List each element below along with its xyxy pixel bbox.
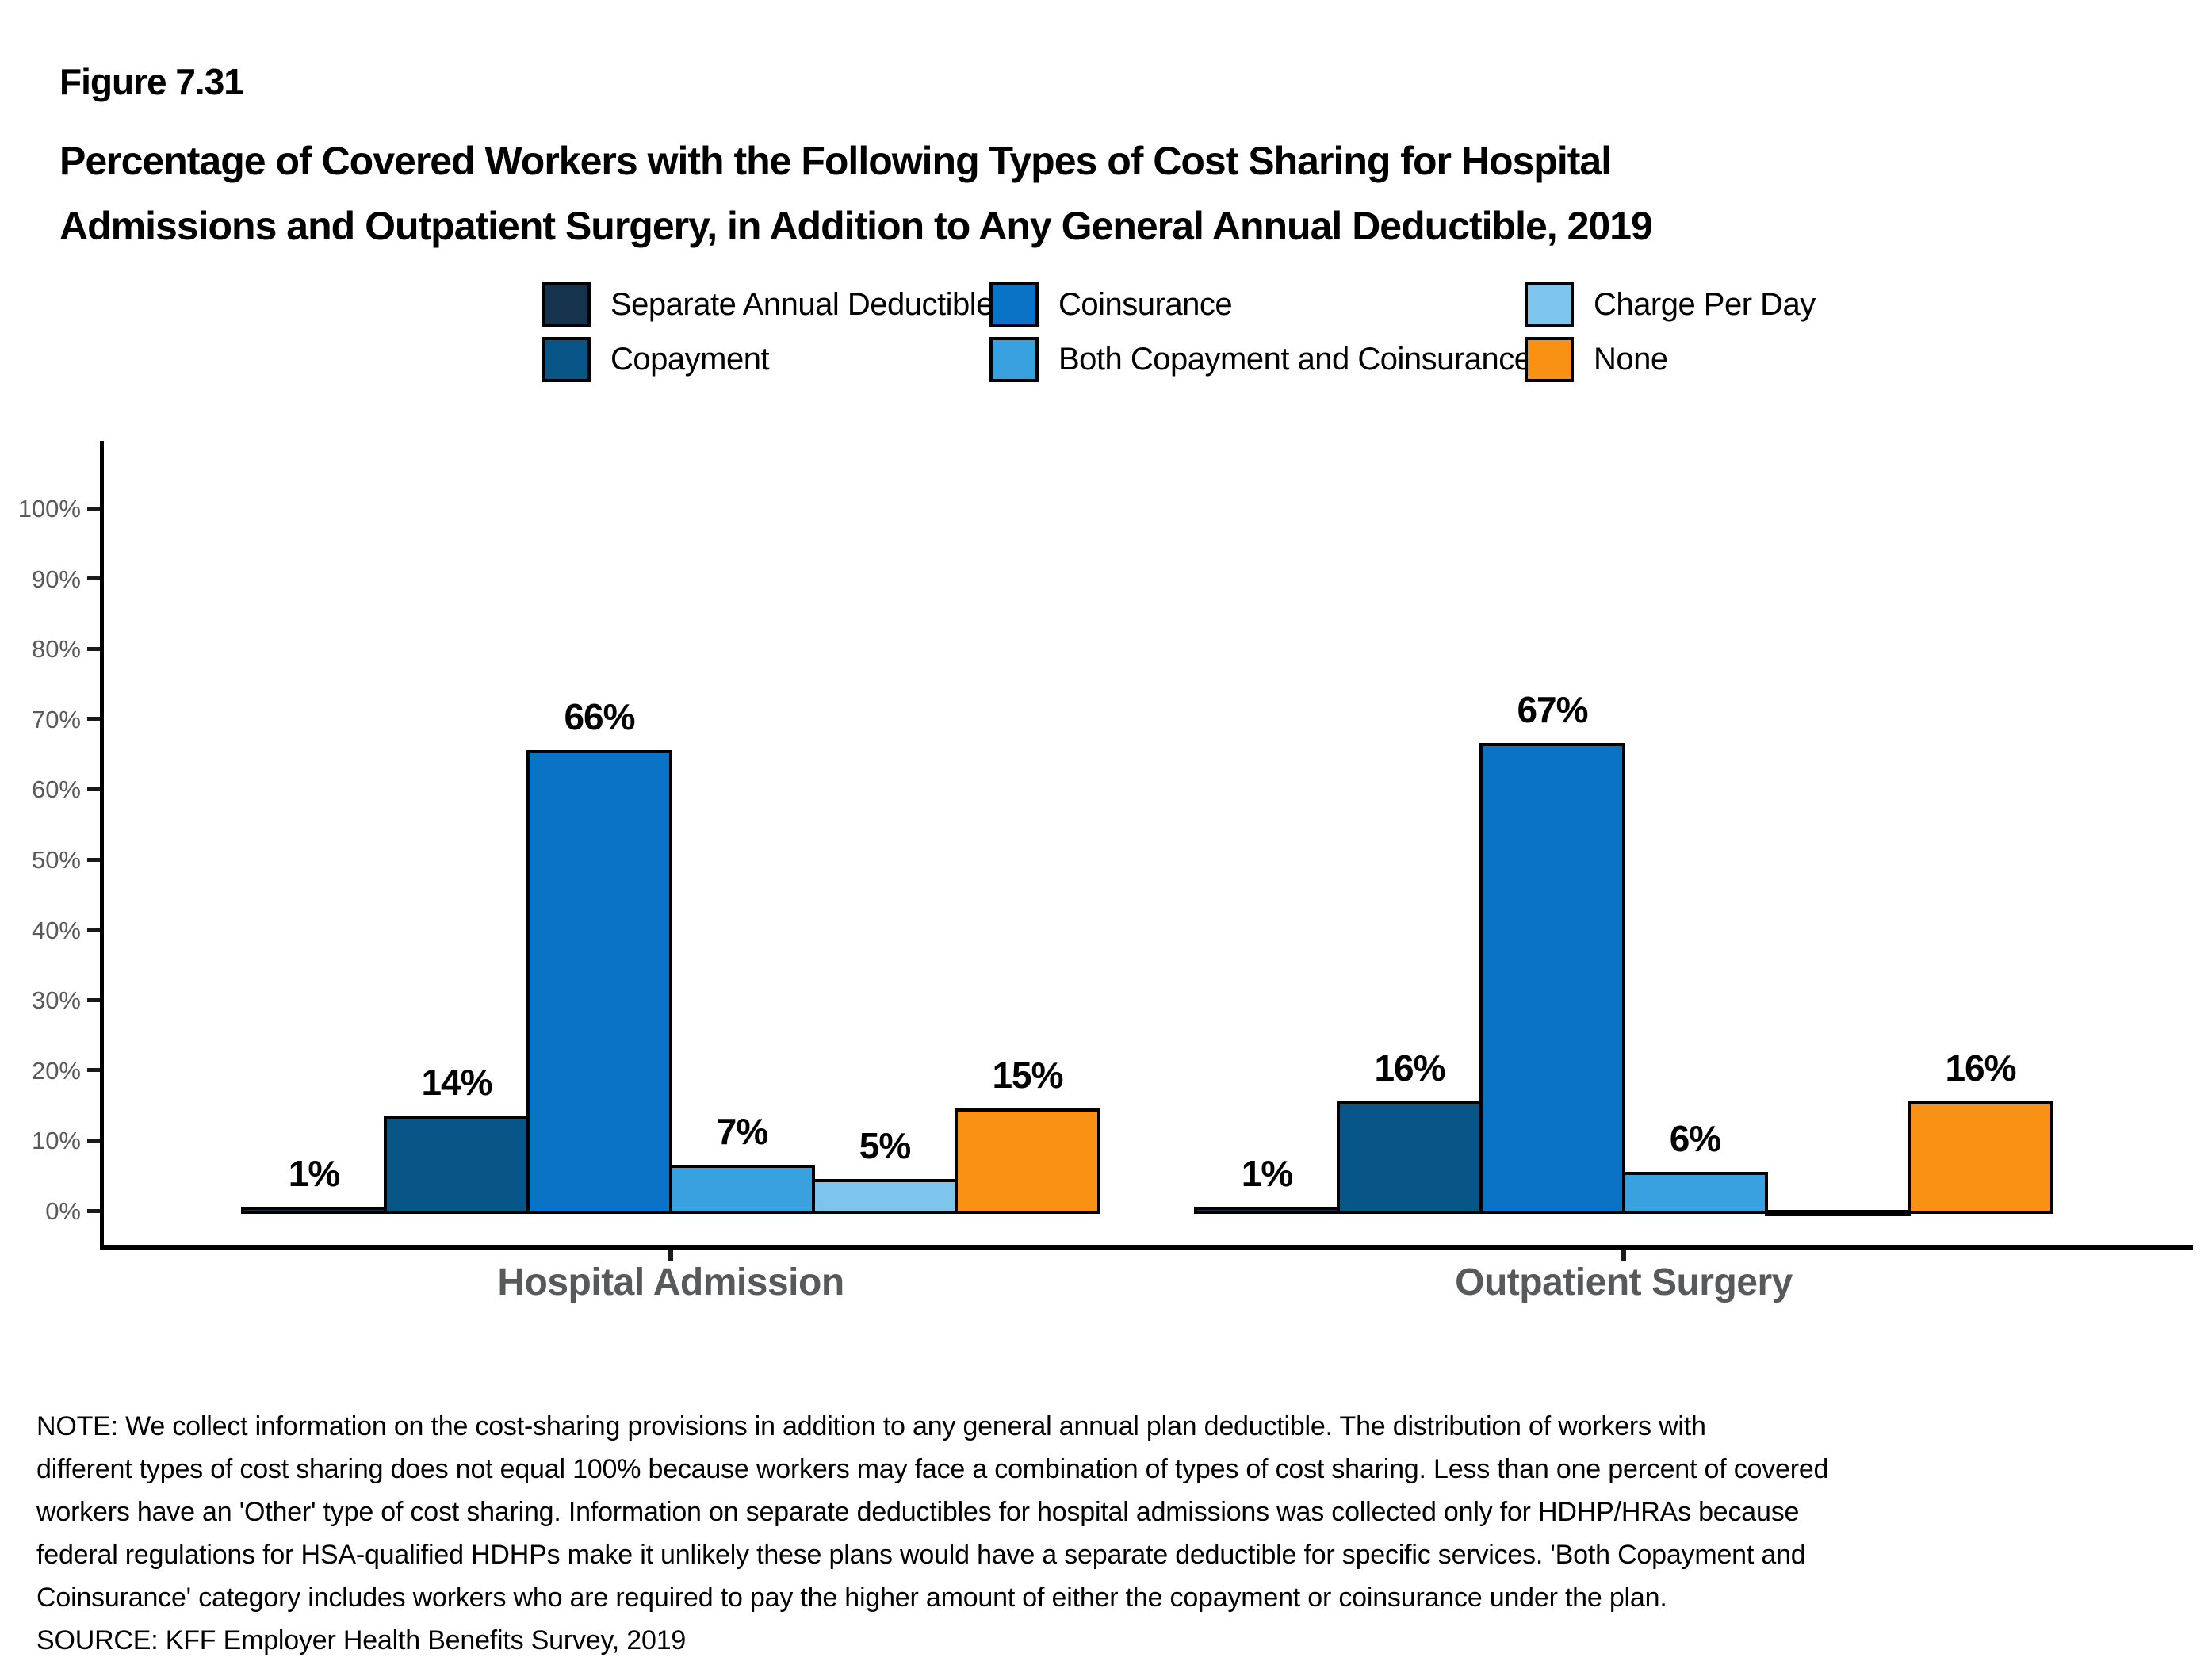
legend-label: None [1594,342,1668,377]
bar-value-label: 15% [992,1054,1063,1096]
y-axis-tick [87,1138,100,1143]
y-axis-tick [87,646,100,651]
y-axis-tick-label: 30% [31,986,81,1015]
bar-coinsurance [1479,743,1625,1214]
note-line: different types of cost sharing does not… [36,1454,1829,1484]
note-block: NOTE: We collect information on the cost… [36,1405,2177,1662]
y-axis-tick-label: 90% [31,565,81,593]
note-line: NOTE: We collect information on the cost… [36,1411,1706,1441]
figure-title-line-1: Percentage of Covered Workers with the F… [59,139,1612,183]
note-line: federal regulations for HSA-qualified HD… [36,1540,1806,1570]
y-axis-tick [87,997,100,1002]
y-axis-tick-label: 0% [45,1197,81,1225]
y-axis-tick [87,928,100,932]
y-axis-tick [87,576,100,581]
y-axis-tick [87,506,100,511]
legend-item: Both Copayment and Coinsurance [989,337,1532,382]
y-axis-tick-label: 70% [31,705,81,733]
y-axis-tick-label: 10% [31,1127,81,1155]
bar-copayment [384,1116,530,1214]
y-axis-tick-label: 50% [31,846,81,874]
x-axis-tick [668,1250,673,1261]
bar-copayment [1337,1101,1483,1214]
bar-value-label: 67% [1517,689,1588,730]
bar-none [955,1108,1100,1214]
y-axis-tick-label: 60% [31,775,81,804]
bar-value-label: 16% [1374,1047,1445,1089]
y-axis-tick [87,1208,100,1213]
legend-swatch [1525,337,1574,382]
legend-swatch [542,282,591,327]
bar-none [1908,1101,2053,1214]
bar-value-label: 1% [288,1153,340,1194]
legend-label: Charge Per Day [1594,287,1816,322]
bar-chart: 0% 10% 20% 30% 40% 50% 60% 70% 80% 90% 100% 1% 14% 66… [17,441,2193,1303]
legend-item: Coinsurance [989,282,1531,327]
bar-both-copayment-and-coinsurance [669,1165,815,1214]
y-axis-tick [87,1068,100,1073]
bar-value-label: 66% [564,696,635,737]
bar-both-copayment-and-coinsurance [1622,1172,1768,1214]
legend-column: Separate Annual Deductible Copayment [542,282,993,392]
legend-column: Charge Per Day None [1525,282,1816,392]
y-axis-tick [87,787,100,791]
bar-value-label: 5% [859,1125,911,1166]
legend-item: None [1525,337,1816,382]
bar-charge-per-day [1765,1210,1911,1216]
legend-label: Both Copayment and Coinsurance [1058,342,1532,377]
legend-item: Copayment [542,337,993,382]
y-axis-tick-label: 40% [31,916,81,944]
title-block: Figure 7.31 Percentage of Covered Worker… [59,61,1653,258]
y-axis-tick-label: 20% [31,1056,81,1085]
legend-swatch [989,282,1039,327]
legend-column: Coinsurance Both Copayment and Coinsuranc… [989,282,1532,392]
note-line: workers have an 'Other' type of cost sha… [36,1497,1800,1527]
bar-charge-per-day [812,1179,958,1214]
figure-number: Figure 7.31 [59,61,244,102]
legend-label: Coinsurance [1058,287,1233,322]
y-axis [100,441,104,1250]
y-axis-tick-label: 100% [17,495,81,522]
category-label: Outpatient Surgery [1455,1261,1793,1303]
x-axis [100,1245,2193,1250]
source-text: SOURCE: KFF Employer Health Benefits Sur… [36,1625,687,1655]
bar-coinsurance [526,750,672,1214]
bar-separate-annual-deductible [241,1207,387,1214]
legend-label: Copayment [610,342,770,377]
figure-title-line-2: Admissions and Outpatient Surgery, in Ad… [59,204,1653,248]
legend-item: Charge Per Day [1525,282,1816,327]
note-text: NOTE: We collect information on the cost… [36,1405,2177,1619]
legend-swatch [542,337,591,382]
bar-value-label: 6% [1669,1118,1721,1159]
legend-item: Separate Annual Deductible [542,282,993,327]
bar-value-label: 16% [1945,1047,2016,1089]
legend-label: Separate Annual Deductible [610,287,993,322]
note-line: Coinsurance' category includes workers w… [36,1583,1667,1613]
category-label: Hospital Admission [497,1261,844,1303]
bar-value-label: 14% [421,1062,492,1103]
bar-separate-annual-deductible [1194,1207,1340,1214]
y-axis-tick-label: 80% [31,635,81,664]
y-axis-tick [87,857,100,862]
y-axis-tick [87,717,100,722]
bar-value-label: 7% [716,1111,768,1152]
legend-swatch [989,337,1039,382]
legend-swatch [1525,282,1574,327]
x-axis-tick [1621,1250,1626,1261]
bar-value-label: 1% [1241,1153,1293,1194]
